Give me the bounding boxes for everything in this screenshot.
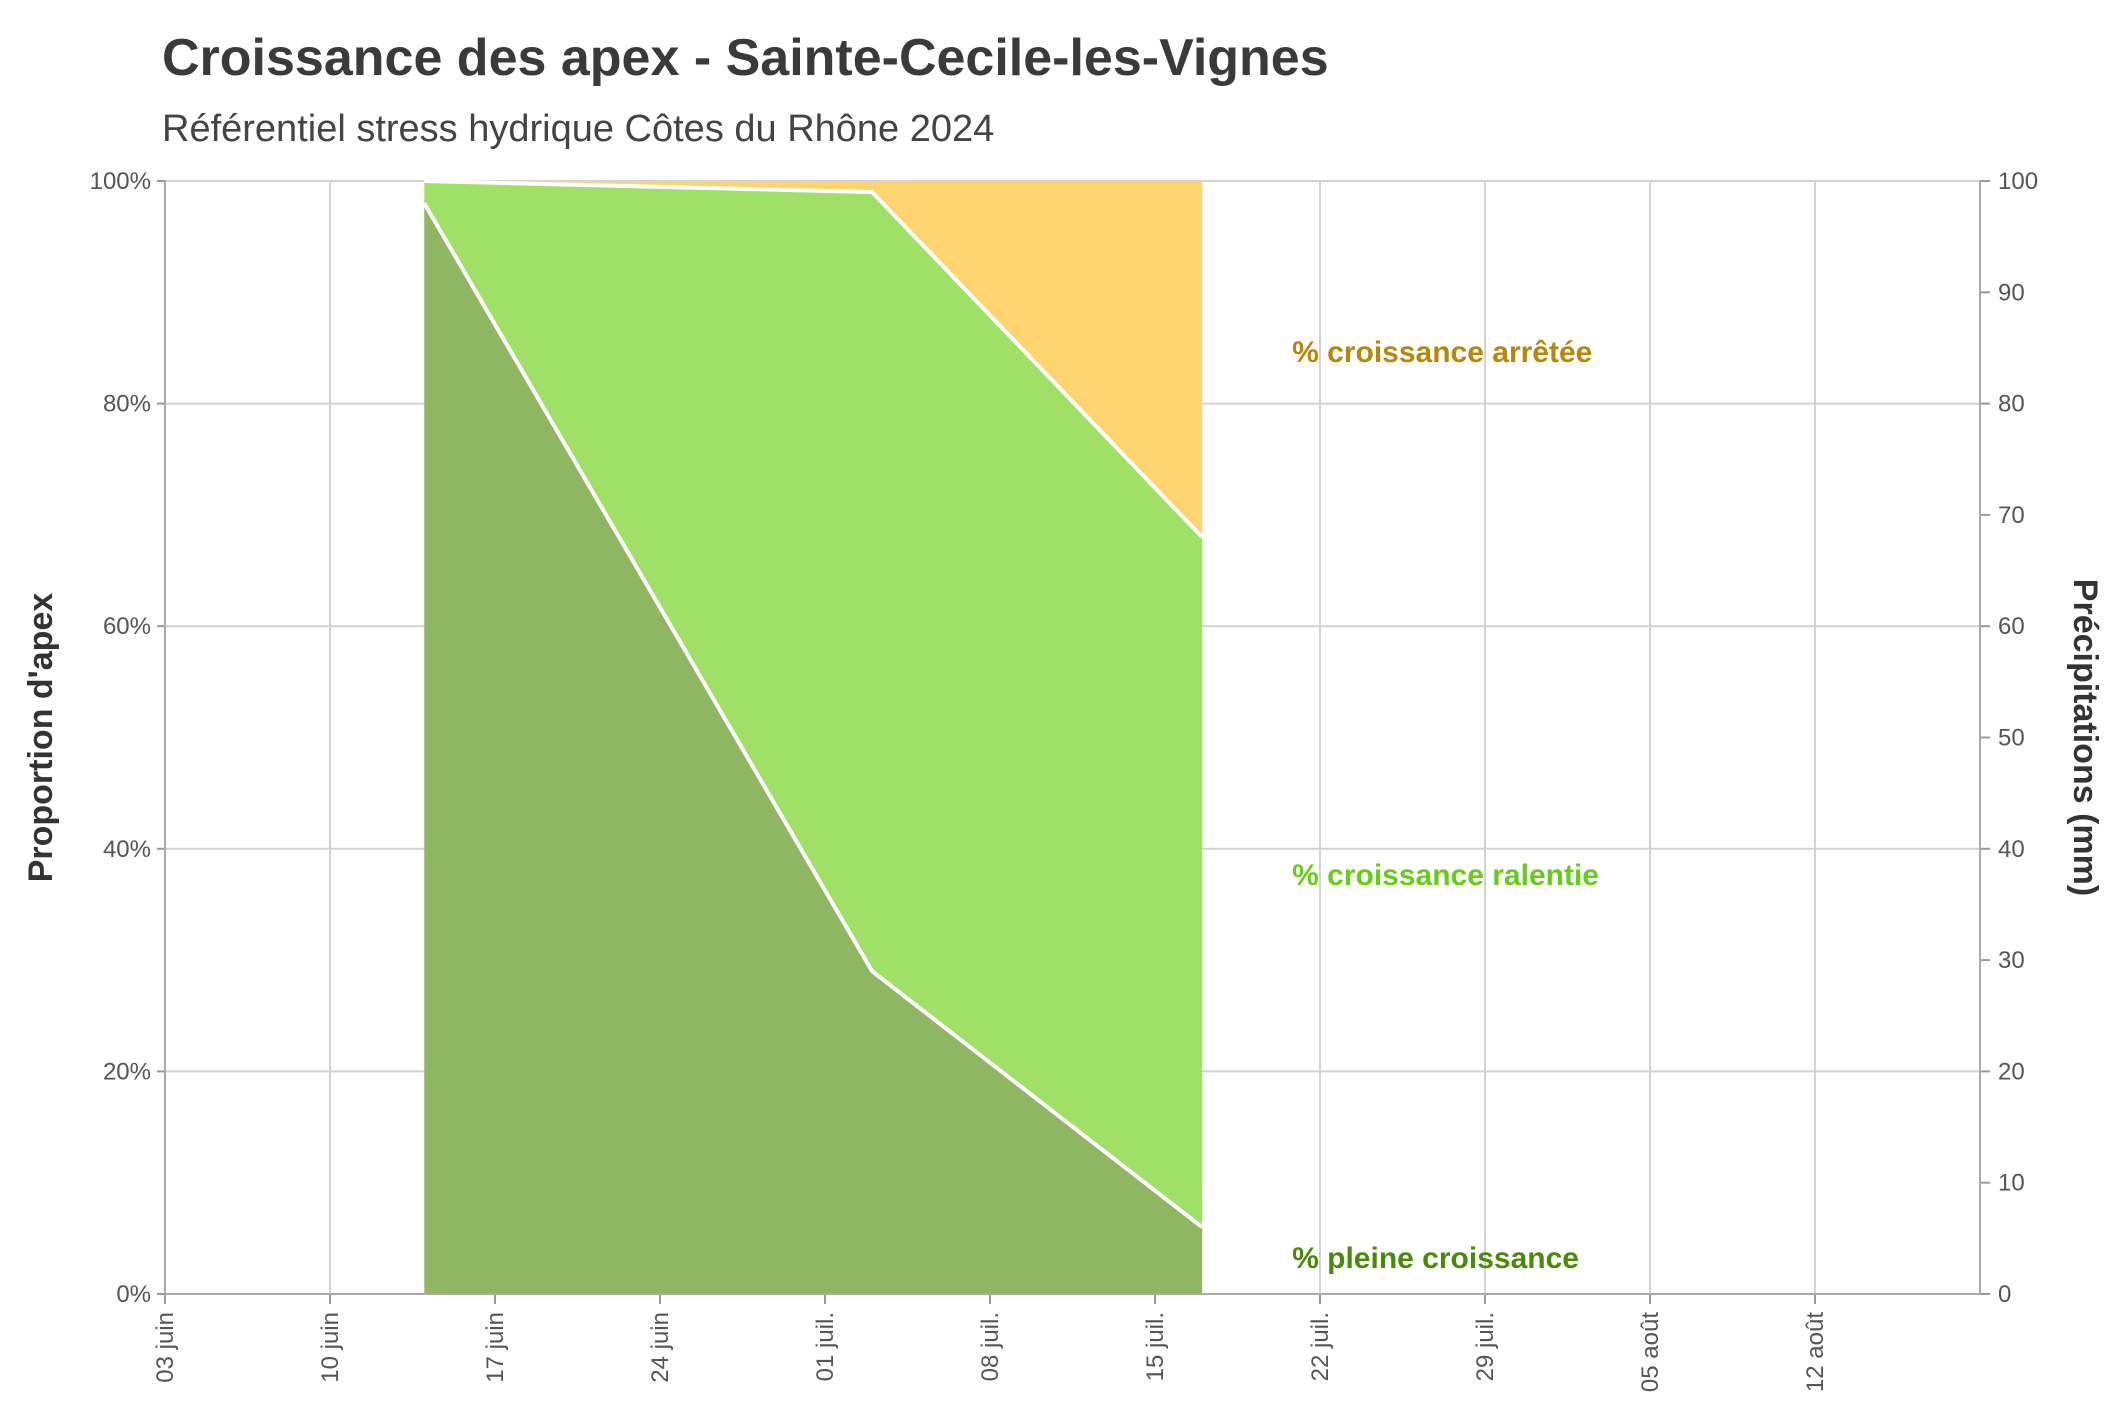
area-1 [424, 203, 1203, 1294]
boundary-line-2 [424, 179, 1204, 539]
y-axis-title: Proportion d'apex [22, 593, 60, 883]
boundary-lines [422, 179, 1204, 1229]
x-tick-label: 29 juil. [1472, 1312, 1499, 1381]
y2-axis-title: Précipitations (mm) [2066, 579, 2104, 896]
x-tick-label: 15 juil. [1142, 1312, 1169, 1381]
area-3 [424, 181, 1203, 538]
x-tick-label: 12 août [1802, 1312, 1829, 1392]
y2-tick-label: 20 [1998, 1058, 2025, 1085]
x-tick-label: 22 juil. [1307, 1312, 1334, 1381]
y2-tick-label: 60 [1998, 613, 2025, 640]
y-tick-label: 40% [103, 836, 151, 863]
series-label-1: % pleine croissance [1292, 1242, 1579, 1275]
stacked-areas [424, 181, 1203, 1294]
x-tick-label: 24 juin [647, 1312, 674, 1383]
series-label-3: % croissance arrêtée [1292, 336, 1592, 369]
x-tick-label: 03 juin [152, 1312, 179, 1383]
y2-tick-label: 40 [1998, 836, 2025, 863]
chart-subtitle: Référentiel stress hydrique Côtes du Rhô… [162, 108, 995, 150]
series-label-2: % croissance ralentie [1292, 859, 1599, 892]
x-tick-label: 08 juil. [977, 1312, 1004, 1381]
y2-tick-label: 50 [1998, 725, 2025, 752]
series-labels: % pleine croissance % croissance ralentie… [1292, 336, 1599, 1275]
chart-title: Croissance des apex - Sainte-Cecile-les-… [162, 29, 1329, 87]
y2-tick-label: 100 [1998, 168, 2038, 195]
axes: 0% 20% 40% 60% 80% 100% 03 juin 10 juin 17 juin 2… [22, 168, 2104, 1392]
x-tick-label: 01 juil. [812, 1312, 839, 1381]
y2-tick-label: 10 [1998, 1170, 2025, 1197]
y2-tick-label: 70 [1998, 502, 2025, 529]
boundary-line-1 [422, 202, 1204, 1229]
y-tick-label: 60% [103, 613, 151, 640]
area-2 [424, 181, 1203, 1228]
y2-tick-label: 0 [1998, 1281, 2011, 1308]
y2-tick-label: 90 [1998, 279, 2025, 306]
y-tick-label: 0% [116, 1281, 151, 1308]
y-tick-label: 100% [90, 168, 151, 195]
y-tick-label: 20% [103, 1058, 151, 1085]
x-tick-label: 05 août [1637, 1312, 1664, 1392]
y-tick-label: 80% [103, 391, 151, 418]
y2-tick-label: 30 [1998, 947, 2025, 974]
x-tick-label: 10 juin [317, 1312, 344, 1383]
y2-tick-label: 80 [1998, 391, 2025, 418]
x-tick-label: 17 juin [482, 1312, 509, 1383]
